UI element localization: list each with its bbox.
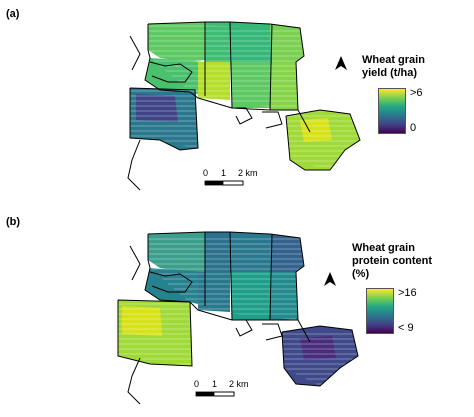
scale-tick-0: 0 <box>194 379 200 389</box>
legend-min-label: 0 <box>410 122 417 134</box>
legend-max-label: >6 <box>410 87 423 99</box>
map-panel-a: (a) <box>0 0 474 208</box>
legend-colorbar <box>378 88 406 134</box>
scale-tick-1: 1 <box>212 379 218 389</box>
legend-min-label: < 9 <box>398 322 414 334</box>
north-arrow-icon <box>324 272 336 286</box>
panel-label: (a) <box>6 8 20 20</box>
legend-title: Wheat grain protein content (%) <box>352 242 433 280</box>
scale-tick-2: 2 km <box>229 379 249 389</box>
scale-tick-0: 0 <box>203 168 209 178</box>
legend-colorbar <box>366 288 394 334</box>
scale-tick-2: 2 km <box>238 168 258 178</box>
map-panel-b: (b) <box>0 208 474 416</box>
scale-tick-1: 1 <box>221 168 227 178</box>
legend-title: Wheat grain yield (t/ha) <box>362 54 425 79</box>
field-boundaries <box>117 231 359 405</box>
north-arrow-icon <box>335 56 347 70</box>
scale-bar <box>195 391 235 397</box>
field-map-a <box>127 21 361 191</box>
legend-max-label: >16 <box>398 287 417 299</box>
panel-label: (b) <box>6 216 21 228</box>
field-boundaries <box>127 21 361 191</box>
scale-bar <box>204 180 244 186</box>
field-map-b <box>117 231 359 405</box>
